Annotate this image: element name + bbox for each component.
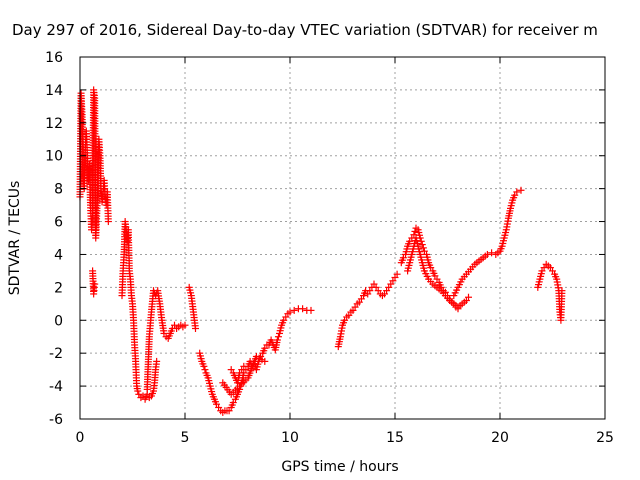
chart-title: Day 297 of 2016, Sidereal Day-to-day VTE… [12, 21, 598, 39]
y-tick-label: 0 [54, 313, 63, 329]
data-point [181, 321, 189, 329]
grid-lines [80, 57, 605, 419]
x-axis-ticks: 0 5 10 15 20 25 [76, 57, 614, 446]
data-point [273, 336, 281, 344]
y-tick-label: 14 [45, 83, 63, 99]
x-tick-label: 20 [491, 430, 509, 446]
data-point [307, 306, 315, 314]
data-point [299, 305, 307, 313]
data-point [200, 362, 208, 370]
y-tick-label: 12 [45, 116, 63, 132]
data-point [91, 280, 99, 288]
data-point [393, 270, 401, 278]
data-point [513, 188, 521, 196]
data-point [274, 333, 282, 341]
y-tick-label: 4 [54, 247, 63, 263]
y-tick-label: -2 [49, 346, 63, 362]
data-point [465, 293, 472, 301]
y-tick-label: 6 [54, 215, 63, 231]
data-point [201, 366, 209, 374]
plot-frame [79, 56, 606, 420]
x-tick-label: 0 [76, 430, 85, 446]
data-point [286, 308, 294, 316]
data-point [488, 249, 496, 257]
data-point [104, 218, 112, 226]
x-tick-label: 25 [596, 430, 614, 446]
y-tick-label: 2 [54, 280, 63, 296]
y-tick-label: 8 [54, 182, 63, 198]
y-tick-label: -6 [49, 412, 63, 428]
data-point [517, 186, 525, 194]
data-point [558, 287, 566, 295]
x-tick-label: 5 [181, 430, 190, 446]
y-tick-label: -4 [49, 379, 63, 395]
y-axis-label: SDTVAR / TECUs [7, 181, 23, 296]
data-point [483, 250, 491, 258]
y-axis-ticks: -6 -4 -2 0 2 4 6 8 10 12 14 16 [45, 50, 605, 428]
y-tick-label: 16 [45, 50, 63, 66]
x-axis-label: GPS time / hours [281, 459, 398, 475]
data-point [134, 387, 142, 395]
data-points [76, 86, 566, 416]
x-tick-label: 15 [386, 430, 404, 446]
data-point [419, 244, 427, 252]
data-point [261, 357, 269, 365]
data-point [153, 357, 161, 365]
data-point [192, 325, 199, 332]
y-tick-label: 10 [45, 149, 63, 165]
data-point [418, 241, 426, 249]
x-tick-label: 10 [281, 430, 299, 446]
data-point [290, 306, 298, 314]
data-point [411, 227, 419, 235]
